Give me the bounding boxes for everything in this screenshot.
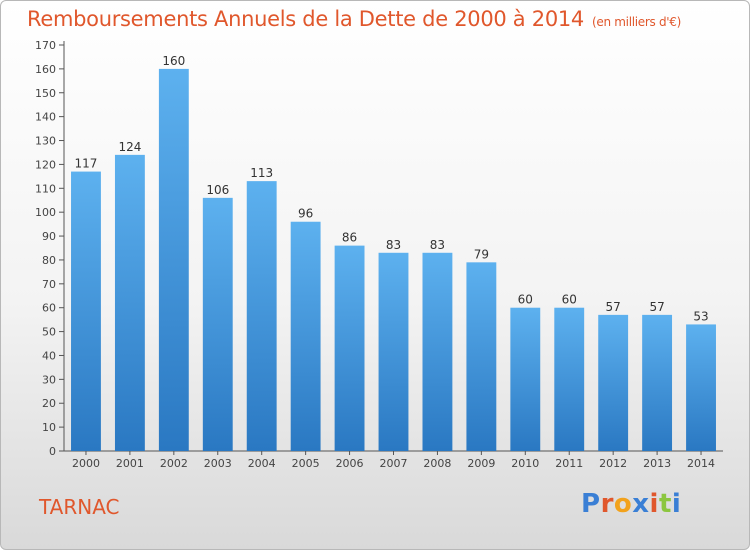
y-tick-label: 20	[42, 397, 56, 410]
y-tick-label: 10	[42, 421, 56, 434]
title-text: Remboursements Annuels de la Dette de 20…	[27, 7, 584, 31]
value-label-2003: 106	[206, 183, 229, 197]
value-label-2004: 113	[250, 166, 273, 180]
x-tick-label-2010: 2010	[511, 457, 539, 470]
x-tick-label-2005: 2005	[292, 457, 320, 470]
x-tick-label-2012: 2012	[599, 457, 627, 470]
bar-2010	[510, 307, 541, 451]
x-tick-label-2008: 2008	[423, 457, 451, 470]
bar-2001	[114, 154, 145, 451]
y-tick-label: 70	[42, 278, 56, 291]
y-tick-label: 50	[42, 326, 56, 339]
y-tick-label: 90	[42, 230, 56, 243]
bar-2008	[422, 252, 453, 451]
value-label-2013: 57	[649, 300, 664, 314]
y-tick-label: 120	[35, 158, 56, 171]
x-tick-label-2004: 2004	[248, 457, 276, 470]
y-tick-label: 150	[35, 87, 56, 100]
value-label-2011: 60	[562, 293, 577, 307]
chart-title: Remboursements Annuels de la Dette de 20…	[27, 7, 681, 31]
value-label-2008: 83	[430, 238, 445, 252]
bar-2002	[158, 68, 189, 451]
bar-2011	[554, 307, 585, 451]
x-tick-label-2011: 2011	[555, 457, 583, 470]
bar-2007	[378, 252, 409, 451]
bar-2004	[246, 181, 277, 452]
y-tick-label: 0	[49, 445, 56, 458]
bar-2009	[466, 262, 497, 451]
x-tick-label-2000: 2000	[72, 457, 100, 470]
value-label-2012: 57	[606, 300, 621, 314]
value-label-2010: 60	[518, 293, 533, 307]
value-label-2002: 160	[162, 54, 185, 68]
bar-2000	[71, 171, 101, 451]
y-tick-label: 130	[35, 135, 56, 148]
x-tick-label-2009: 2009	[467, 457, 495, 470]
bars: 117 124 160 106 113 96 86 83 83 79 60 60 57 57 53	[71, 54, 716, 452]
y-tick-label: 160	[35, 63, 56, 76]
x-axis: 2000 2001 2002 2003 2004 2005 2006 2007 2008 2009…	[64, 450, 723, 470]
y-axis: 0 10 20 30 40 50 60 70 80 90 100 110 120 130 140 150 160…	[35, 39, 65, 458]
x-tick-label-2006: 2006	[336, 457, 364, 470]
proxiti-logo[interactable]: Proxiti	[581, 489, 682, 519]
y-tick-label: 110	[35, 182, 56, 195]
bar-2013	[642, 314, 673, 451]
x-tick-label-2003: 2003	[204, 457, 232, 470]
y-tick-label: 170	[35, 39, 56, 52]
x-tick-label-2002: 2002	[160, 457, 188, 470]
value-label-2006: 86	[342, 231, 357, 245]
x-tick-label-2007: 2007	[380, 457, 408, 470]
x-tick-label-2014: 2014	[687, 457, 715, 470]
y-tick-label: 40	[42, 349, 56, 362]
y-tick-label: 100	[35, 206, 56, 219]
y-tick-label: 140	[35, 111, 56, 124]
value-label-2001: 124	[118, 140, 141, 154]
y-tick-label: 80	[42, 254, 56, 267]
bar-2014	[686, 324, 716, 451]
bar-2005	[290, 221, 321, 451]
bar-2003	[202, 197, 233, 451]
value-label-2009: 79	[474, 247, 489, 261]
bar-2006	[334, 245, 365, 451]
x-tick-label-2013: 2013	[643, 457, 671, 470]
value-label-2000: 117	[75, 157, 98, 171]
commune-name: TARNAC	[39, 495, 120, 519]
value-label-2007: 83	[386, 238, 401, 252]
y-tick-label: 30	[42, 373, 56, 386]
value-label-2005: 96	[298, 207, 313, 221]
title-unit: (en milliers d'€)	[592, 15, 682, 29]
bar-2012	[598, 314, 629, 451]
x-tick-label-2001: 2001	[116, 457, 144, 470]
y-tick-label: 60	[42, 302, 56, 315]
value-label-2014: 53	[693, 309, 708, 323]
